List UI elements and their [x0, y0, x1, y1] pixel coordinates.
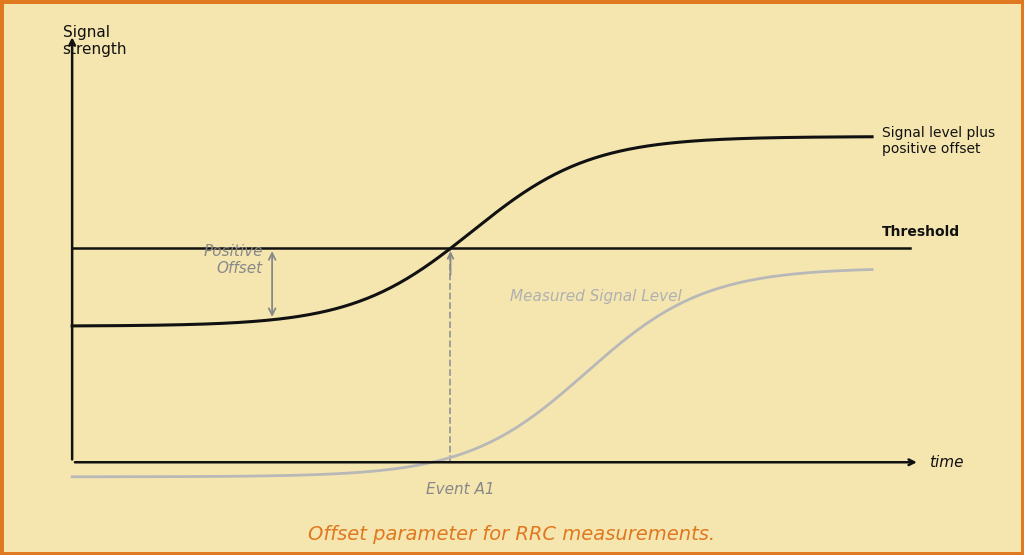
Text: Offset parameter for RRC measurements.: Offset parameter for RRC measurements.: [308, 525, 716, 544]
Text: time: time: [929, 455, 964, 470]
Text: Signal
strength: Signal strength: [62, 25, 127, 57]
Text: Signal level plus
positive offset: Signal level plus positive offset: [882, 127, 994, 157]
Text: Threshold: Threshold: [882, 225, 959, 239]
Text: Event A1: Event A1: [426, 482, 495, 497]
Text: Measured Signal Level: Measured Signal Level: [510, 290, 682, 305]
Text: Positive
Offset: Positive Offset: [203, 244, 262, 276]
